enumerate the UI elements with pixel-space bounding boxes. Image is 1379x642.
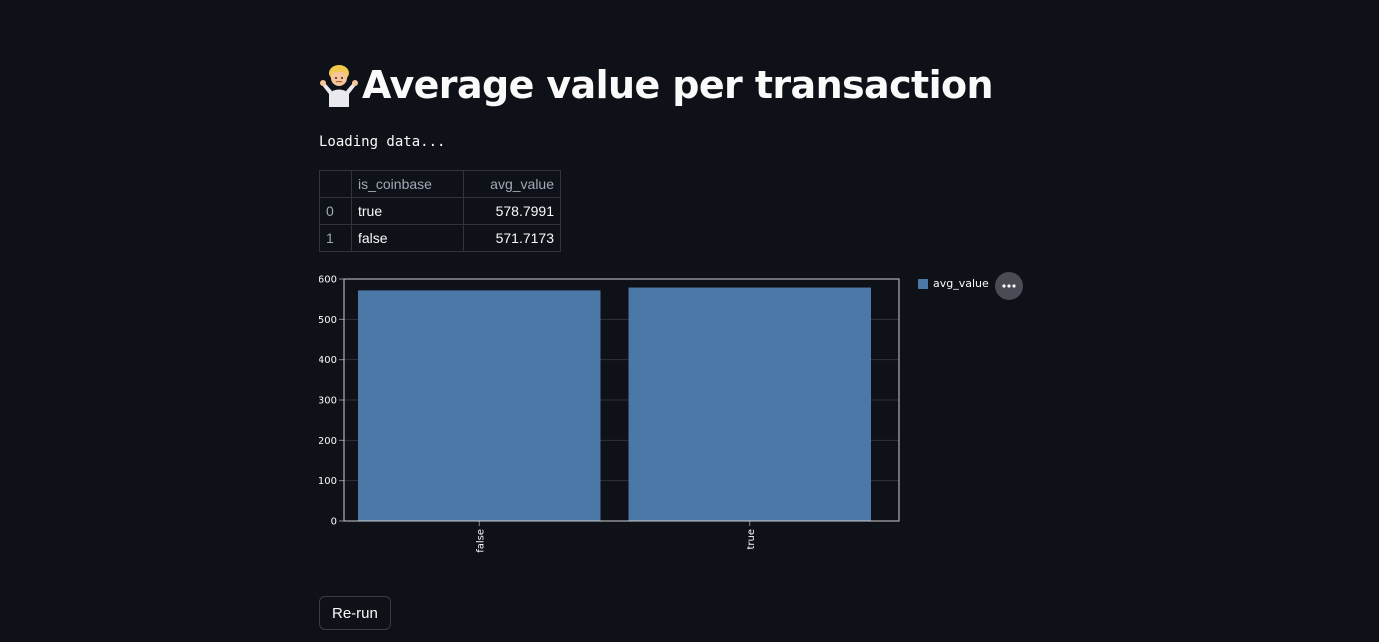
bar-chart-svg: 0 100 200 300 400 500 600 false true	[318, 275, 900, 553]
main-content: Average value per transaction Loading da…	[318, 0, 1059, 642]
cell-is-coinbase: true	[351, 197, 464, 225]
legend-swatch	[918, 278, 928, 289]
status-text: Loading data...	[319, 134, 446, 150]
row-index: 0	[319, 197, 352, 225]
table-header-index	[319, 170, 352, 198]
y-tick-label: 0	[331, 517, 337, 528]
table-header-avg-value[interactable]: avg_value	[463, 170, 561, 198]
legend-label: avg_value	[933, 277, 989, 290]
cell-avg-value: 571.7173	[463, 224, 561, 252]
more-horizontal-icon	[1002, 284, 1016, 288]
chart-menu-button[interactable]	[995, 272, 1023, 300]
bar	[358, 290, 601, 521]
table-header-row: is_coinbase avg_value	[319, 170, 561, 198]
person-shrugging-icon	[319, 63, 359, 107]
x-tick-label: false	[475, 529, 486, 553]
cell-avg-value: 578.7991	[463, 197, 561, 225]
table-row: 1 false 571.7173	[319, 224, 561, 252]
page-title: Average value per transaction	[362, 63, 994, 107]
x-tick-label: true	[746, 529, 757, 550]
rerun-button[interactable]: Re-run	[319, 596, 391, 630]
table-row: 0 true 578.7991	[319, 197, 561, 225]
y-tick-label: 500	[319, 315, 337, 326]
table-header-is-coinbase[interactable]: is_coinbase	[351, 170, 464, 198]
y-tick-label: 600	[319, 275, 337, 286]
data-table: is_coinbase avg_value 0 true 578.7991 1 …	[319, 170, 561, 252]
y-tick-label: 300	[319, 396, 337, 407]
y-tick-label: 200	[319, 436, 337, 447]
page-header: Average value per transaction	[319, 60, 994, 110]
cell-is-coinbase: false	[351, 224, 464, 252]
y-tick-label: 400	[319, 355, 337, 366]
bar	[628, 287, 871, 521]
bar-chart: 0 100 200 300 400 500 600 false true	[318, 268, 1039, 568]
row-index: 1	[319, 224, 352, 252]
chart-legend: avg_value	[918, 277, 989, 290]
y-tick-label: 100	[319, 476, 337, 487]
plot-frame	[343, 278, 900, 522]
